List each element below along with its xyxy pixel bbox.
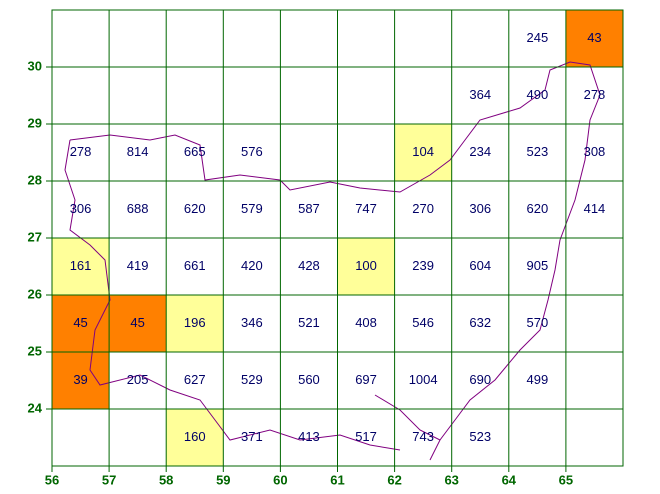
cell-value: 529: [241, 372, 263, 387]
cell-value: 620: [184, 201, 206, 216]
cell-value: 104: [412, 144, 434, 159]
cell-highlight: [109, 295, 167, 352]
y-tick-label: 29: [28, 115, 42, 130]
x-tick-label: 58: [159, 472, 173, 487]
x-tick-label: 57: [102, 472, 116, 487]
coastline: [64, 61, 601, 461]
cell-value: 278: [70, 144, 92, 159]
cell-value: 239: [412, 258, 434, 273]
cell-highlight: [166, 295, 224, 352]
cell-value: 560: [298, 372, 320, 387]
cell-value: 196: [184, 315, 206, 330]
cell-value: 270: [412, 201, 434, 216]
cell-value: 308: [584, 144, 606, 159]
x-tick-label: 63: [444, 472, 458, 487]
cells: [52, 10, 623, 466]
y-tick-label: 25: [28, 343, 42, 358]
cell-value: 499: [526, 372, 548, 387]
cell-value: 620: [526, 201, 548, 216]
cell-value: 814: [127, 144, 149, 159]
cell-value: 579: [241, 201, 263, 216]
cell-value: 627: [184, 372, 206, 387]
cell-value: 43: [587, 30, 601, 45]
cell-value: 306: [70, 201, 92, 216]
cell-value: 576: [241, 144, 263, 159]
cell-highlight: [337, 238, 395, 295]
cell-value: 45: [130, 315, 144, 330]
cell-value: 661: [184, 258, 206, 273]
y-tick-label: 30: [28, 58, 42, 73]
cell-highlight: [52, 352, 110, 409]
cell-value: 587: [298, 201, 320, 216]
y-tick-label: 28: [28, 172, 42, 187]
cell-value: 161: [70, 258, 92, 273]
coast-line: [69, 61, 601, 461]
cell-value: 100: [355, 258, 377, 273]
cell-value: 546: [412, 315, 434, 330]
x-tick-label: 62: [387, 472, 401, 487]
cell-value: 160: [184, 429, 206, 444]
cell-value: 420: [241, 258, 263, 273]
coast-line: [64, 139, 401, 451]
y-tick-label: 24: [28, 400, 43, 415]
cell-value: 408: [355, 315, 377, 330]
cell-value: 490: [526, 87, 548, 102]
cell-value: 39: [73, 372, 87, 387]
cell-value: 697: [355, 372, 377, 387]
y-tick-label: 27: [28, 229, 42, 244]
cell-value: 205: [127, 372, 149, 387]
coast-line: [374, 394, 441, 441]
x-tick-label: 65: [559, 472, 573, 487]
cell-value: 278: [584, 87, 606, 102]
x-tick-label: 61: [330, 472, 344, 487]
cell-value: 364: [469, 87, 491, 102]
cell-value: 419: [127, 258, 149, 273]
cell-value: 45: [73, 315, 87, 330]
x-tick-label: 60: [273, 472, 287, 487]
cell-value: 414: [584, 201, 606, 216]
x-tick-label: 64: [502, 472, 517, 487]
cell-value: 570: [526, 315, 548, 330]
cell-highlight: [52, 238, 110, 295]
labels: 245 43 364 490 278 278 814 665 576 104 234 523 308 30…: [70, 30, 606, 444]
cell-value: 690: [469, 372, 491, 387]
cell-value: 234: [469, 144, 491, 159]
cell-value: 413: [298, 429, 320, 444]
cell-value: 517: [355, 429, 377, 444]
cell-value: 665: [184, 144, 206, 159]
cell-value: 1004: [409, 372, 438, 387]
cell-value: 523: [526, 144, 548, 159]
cell-highlight: [52, 295, 110, 352]
cell-value: 688: [127, 201, 149, 216]
cell-value: 346: [241, 315, 263, 330]
cell-value: 747: [355, 201, 377, 216]
x-tick-label: 59: [216, 472, 230, 487]
cell-value: 428: [298, 258, 320, 273]
y-tick-label: 26: [28, 286, 42, 301]
cell-value: 521: [298, 315, 320, 330]
cell-value: 306: [469, 201, 491, 216]
cell-value: 632: [469, 315, 491, 330]
cell-highlight: [565, 10, 623, 67]
cell-value: 371: [241, 429, 263, 444]
cell-value: 245: [526, 30, 548, 45]
cell-value: 604: [469, 258, 491, 273]
cell-highlight: [394, 124, 452, 181]
cell-value: 523: [469, 429, 491, 444]
cell-value: 905: [526, 258, 548, 273]
cell-value: 743: [412, 429, 434, 444]
x-tick-label: 56: [45, 472, 59, 487]
grid: 56 57 58 59 60 61 62 63 64 65 24 25 26 27 28 29 30: [28, 9, 624, 487]
